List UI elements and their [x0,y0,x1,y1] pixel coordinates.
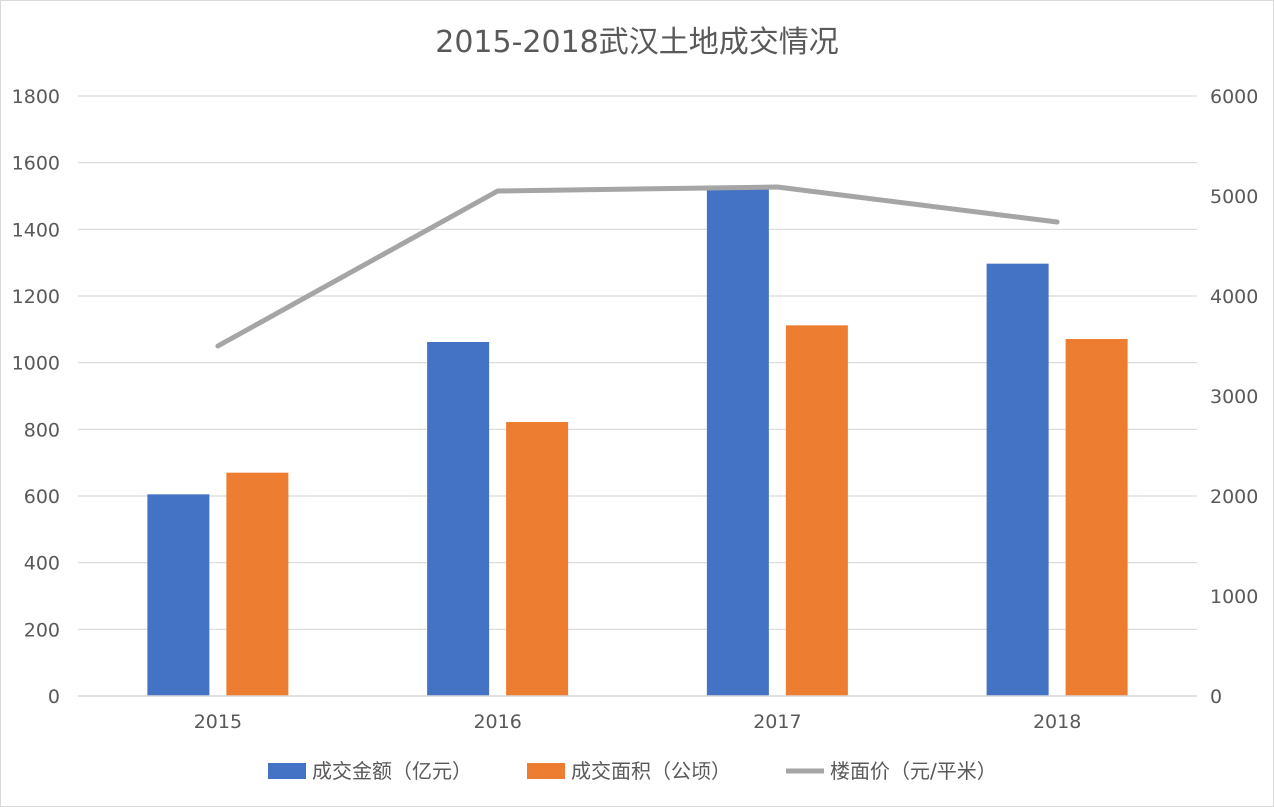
bar-amount[interactable] [427,342,490,696]
chart-title: 2015-2018武汉土地成交情况 [435,25,839,60]
bar-amount[interactable] [147,494,210,696]
y2-tick-label: 4000 [1210,286,1258,308]
y2-tick-label: 2000 [1210,486,1258,508]
bar-amount[interactable] [706,187,769,696]
y-tick-label: 200 [24,619,60,641]
y2-tick-label: 0 [1210,686,1222,708]
y-tick-label: 1200 [12,286,60,308]
y-tick-label: 400 [24,553,60,575]
x-tick-label: 2018 [1033,711,1081,733]
bar-area[interactable] [1065,339,1128,696]
x-tick-label: 2017 [753,711,801,733]
y2-tick-label: 3000 [1210,386,1258,408]
legend[interactable]: 成交金额（亿元） 成交面积（公顷） 楼面价（元/平米） [268,759,997,783]
bar-amount[interactable] [986,263,1049,696]
x-tick-label: 2015 [194,711,242,733]
y-tick-label: 800 [24,419,60,441]
right-axis: 0 1000 2000 3000 4000 5000 6000 [1210,86,1258,708]
legend-swatch [268,763,306,779]
legend-label: 楼面价（元/平米） [830,759,997,783]
y-tick-label: 0 [48,686,60,708]
y2-tick-label: 1000 [1210,586,1258,608]
y-tick-label: 1000 [12,353,60,375]
bar-area[interactable] [785,325,848,696]
bar-area[interactable] [506,422,569,696]
left-axis: 0 200 400 600 800 1000 1200 1400 1600 1800 [12,86,60,708]
y-tick-label: 1800 [12,86,60,108]
x-tick-label: 2016 [473,711,521,733]
y-tick-label: 1400 [12,219,60,241]
lines [215,184,1060,349]
y-tick-label: 600 [24,486,60,508]
bars [147,187,1128,696]
legend-label: 成交金额（亿元） [312,759,472,783]
y2-tick-label: 5000 [1210,186,1258,208]
line-floor-price[interactable] [215,184,1060,349]
legend-label: 成交面积（公顷） [571,759,731,783]
y-tick-label: 1600 [12,153,60,175]
x-axis: 2015 2016 2017 2018 [78,695,1197,733]
bar-area[interactable] [226,472,289,696]
legend-swatch [527,763,565,779]
y2-tick-label: 6000 [1210,86,1258,108]
